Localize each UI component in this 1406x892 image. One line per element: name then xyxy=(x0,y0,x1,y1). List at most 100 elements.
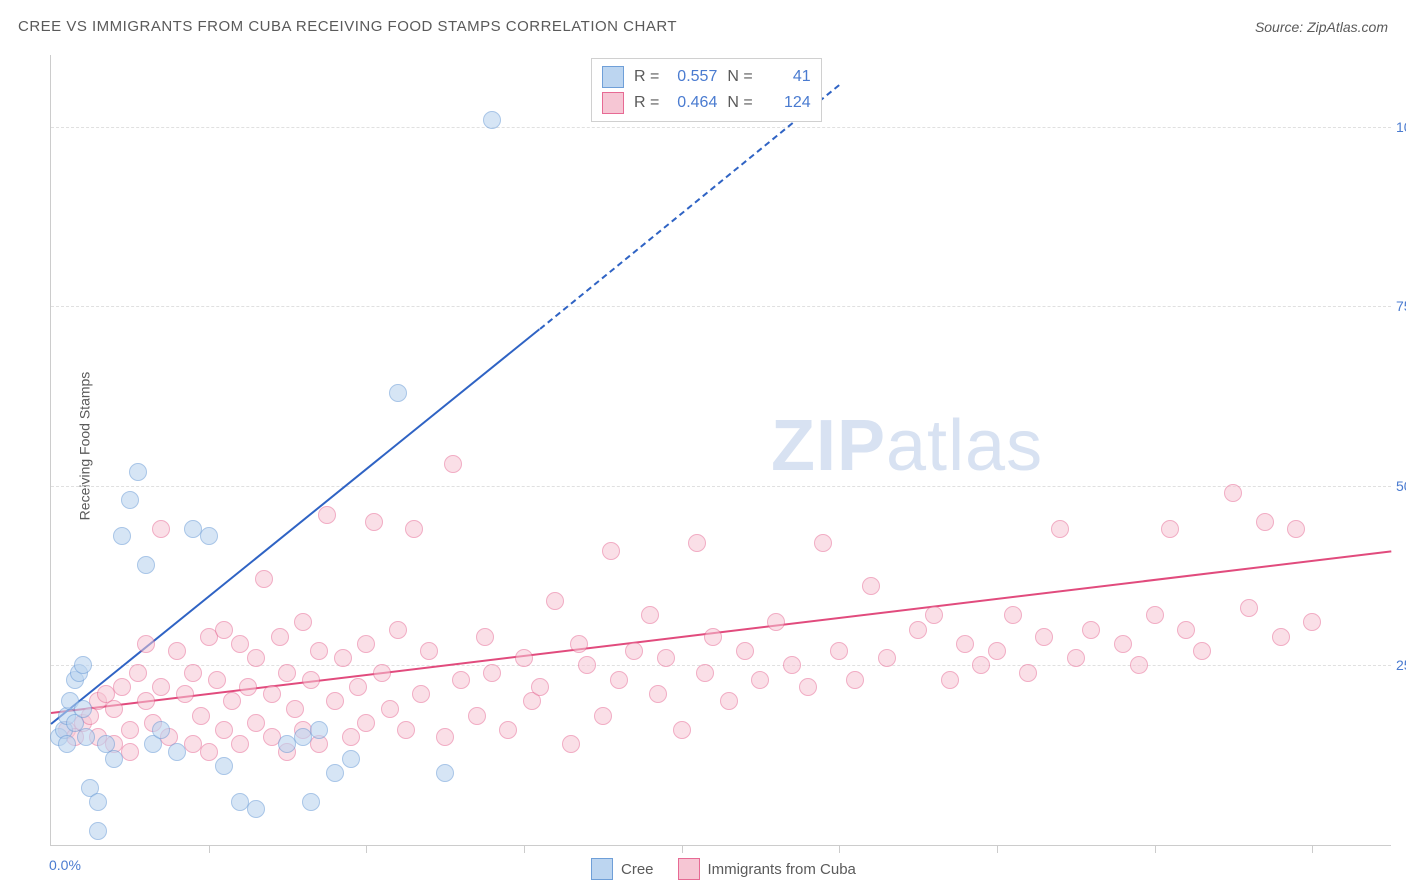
data-point-cuba xyxy=(129,664,147,682)
data-point-cuba xyxy=(1161,520,1179,538)
n-label: N = xyxy=(727,94,752,112)
gridline xyxy=(51,486,1391,487)
data-point-cuba xyxy=(208,671,226,689)
data-point-cuba xyxy=(247,714,265,732)
y-tick-label: 25.0% xyxy=(1396,657,1406,673)
data-point-cree xyxy=(302,793,320,811)
n-label: N = xyxy=(727,68,752,86)
data-point-cuba xyxy=(1051,520,1069,538)
data-point-cuba xyxy=(594,707,612,725)
data-point-cuba xyxy=(1035,628,1053,646)
data-point-cuba xyxy=(436,728,454,746)
data-point-cuba xyxy=(925,606,943,624)
legend-label: Cree xyxy=(621,861,654,878)
data-point-cuba xyxy=(830,642,848,660)
data-point-cuba xyxy=(184,664,202,682)
data-point-cuba xyxy=(302,671,320,689)
legend-row-cree: R =0.557N =41 xyxy=(602,64,811,90)
r-label: R = xyxy=(634,68,659,86)
data-point-cuba xyxy=(476,628,494,646)
data-point-cuba xyxy=(342,728,360,746)
data-point-cuba xyxy=(972,656,990,674)
data-point-cree xyxy=(168,743,186,761)
watermark: ZIPatlas xyxy=(771,405,1043,487)
source-label: Source: ZipAtlas.com xyxy=(1255,19,1388,35)
data-point-cuba xyxy=(1004,606,1022,624)
data-point-cree xyxy=(152,721,170,739)
data-point-cree xyxy=(74,656,92,674)
data-point-cuba xyxy=(365,513,383,531)
data-point-cree xyxy=(200,527,218,545)
data-point-cuba xyxy=(578,656,596,674)
data-point-cree xyxy=(89,822,107,840)
data-point-cree xyxy=(215,757,233,775)
data-point-cuba xyxy=(751,671,769,689)
data-point-cuba xyxy=(767,613,785,631)
data-point-cuba xyxy=(736,642,754,660)
data-point-cuba xyxy=(956,635,974,653)
data-point-cuba xyxy=(562,735,580,753)
data-point-cuba xyxy=(657,649,675,667)
data-point-cuba xyxy=(1193,642,1211,660)
data-point-cuba xyxy=(137,692,155,710)
data-point-cuba xyxy=(468,707,486,725)
data-point-cuba xyxy=(286,700,304,718)
y-tick-label: 75.0% xyxy=(1396,298,1406,314)
x-tick xyxy=(997,845,998,853)
data-point-cuba xyxy=(783,656,801,674)
data-point-cuba xyxy=(1240,599,1258,617)
data-point-cuba xyxy=(255,570,273,588)
data-point-cuba xyxy=(846,671,864,689)
x-tick xyxy=(682,845,683,853)
y-tick-label: 100.0% xyxy=(1396,119,1406,135)
data-point-cuba xyxy=(499,721,517,739)
data-point-cuba xyxy=(121,721,139,739)
gridline xyxy=(51,306,1391,307)
data-point-cuba xyxy=(1287,520,1305,538)
x-origin-label: 0.0% xyxy=(49,857,81,873)
data-point-cuba xyxy=(318,506,336,524)
data-point-cuba xyxy=(941,671,959,689)
legend-item-cuba: Immigrants from Cuba xyxy=(678,858,856,880)
legend-swatch-cree xyxy=(602,66,624,88)
data-point-cree xyxy=(77,728,95,746)
x-tick xyxy=(524,845,525,853)
data-point-cuba xyxy=(271,628,289,646)
data-point-cuba xyxy=(878,649,896,667)
data-point-cuba xyxy=(673,721,691,739)
n-value: 41 xyxy=(763,68,811,86)
data-point-cuba xyxy=(215,721,233,739)
r-value: 0.464 xyxy=(669,94,717,112)
data-point-cuba xyxy=(546,592,564,610)
data-point-cuba xyxy=(1177,621,1195,639)
data-point-cuba xyxy=(1303,613,1321,631)
data-point-cuba xyxy=(247,649,265,667)
data-point-cuba xyxy=(610,671,628,689)
data-point-cuba xyxy=(326,692,344,710)
data-point-cuba xyxy=(192,707,210,725)
data-point-cuba xyxy=(1130,656,1148,674)
data-point-cuba xyxy=(799,678,817,696)
data-point-cuba xyxy=(121,743,139,761)
data-point-cuba xyxy=(239,678,257,696)
data-point-cuba xyxy=(1272,628,1290,646)
data-point-cuba xyxy=(113,678,131,696)
data-point-cuba xyxy=(231,635,249,653)
data-point-cree xyxy=(129,463,147,481)
legend-item-cree: Cree xyxy=(591,858,654,880)
data-point-cuba xyxy=(444,455,462,473)
n-value: 124 xyxy=(763,94,811,112)
scatter-plot: ZIPatlas 25.0%50.0%75.0%100.0%0.0%80.0%R… xyxy=(50,55,1391,846)
x-tick xyxy=(366,845,367,853)
data-point-cuba xyxy=(814,534,832,552)
data-point-cuba xyxy=(1256,513,1274,531)
data-point-cuba xyxy=(223,692,241,710)
chart-header: CREE VS IMMIGRANTS FROM CUBA RECEIVING F… xyxy=(18,18,1388,35)
series-legend: Cree Immigrants from Cuba xyxy=(591,858,856,880)
data-point-cree xyxy=(436,764,454,782)
data-point-cuba xyxy=(696,664,714,682)
data-point-cuba xyxy=(704,628,722,646)
data-point-cuba xyxy=(570,635,588,653)
data-point-cuba xyxy=(649,685,667,703)
data-point-cuba xyxy=(452,671,470,689)
